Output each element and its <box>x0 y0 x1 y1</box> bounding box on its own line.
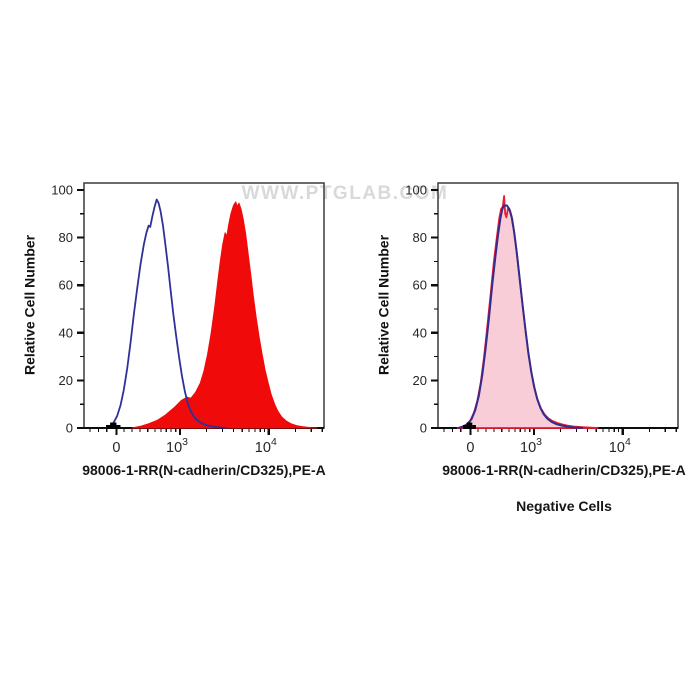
subtitle-negative-cells: Negative Cells <box>516 498 612 514</box>
svg-text:100: 100 <box>405 183 427 198</box>
plot-frame <box>437 182 679 429</box>
x-axis-title-right: 98006-1-RR(N-cadherin/CD325),PE-A <box>442 462 686 478</box>
y-axis: 0 20 40 60 80 100 <box>51 183 84 436</box>
svg-text:60: 60 <box>413 278 427 293</box>
series-group <box>456 195 599 429</box>
pe-stained-cells <box>131 201 318 429</box>
flow-histogram-right: 0 20 40 60 80 100 0 103 104 <box>405 182 679 456</box>
svg-text:0: 0 <box>66 421 73 436</box>
y-axis-title-left: Relative Cell Number <box>21 234 38 376</box>
flow-histogram-left: 0 20 40 60 80 100 0 103 104 <box>51 182 325 456</box>
x-axis-title-left: 98006-1-RR(N-cadherin/CD325),PE-A <box>82 462 326 478</box>
svg-text:104: 104 <box>255 436 277 456</box>
svg-text:100: 100 <box>51 183 73 198</box>
svg-text:103: 103 <box>520 436 542 456</box>
svg-text:80: 80 <box>413 230 427 245</box>
series-group <box>105 198 318 429</box>
svg-text:20: 20 <box>59 373 73 388</box>
y-axis: 0 20 40 60 80 100 <box>405 183 438 436</box>
x-axis: 0 103 104 <box>84 426 324 456</box>
svg-text:104: 104 <box>609 436 631 456</box>
axis-pileup <box>462 422 476 429</box>
svg-text:0: 0 <box>112 440 120 456</box>
watermark: WWW.PTGLAB.COM <box>241 183 449 204</box>
x-axis: 0 103 104 <box>438 426 678 456</box>
svg-text:40: 40 <box>59 325 73 340</box>
y-axis-title-right: Relative Cell Number <box>375 234 392 376</box>
svg-text:103: 103 <box>166 436 188 456</box>
svg-text:20: 20 <box>413 373 427 388</box>
svg-text:0: 0 <box>420 421 427 436</box>
negative-cells-unstained-control <box>458 204 583 429</box>
svg-text:60: 60 <box>59 278 73 293</box>
svg-text:80: 80 <box>59 230 73 245</box>
svg-text:40: 40 <box>413 325 427 340</box>
axis-pileup <box>106 422 121 429</box>
svg-text:0: 0 <box>466 440 474 456</box>
unstained-control <box>105 198 227 429</box>
